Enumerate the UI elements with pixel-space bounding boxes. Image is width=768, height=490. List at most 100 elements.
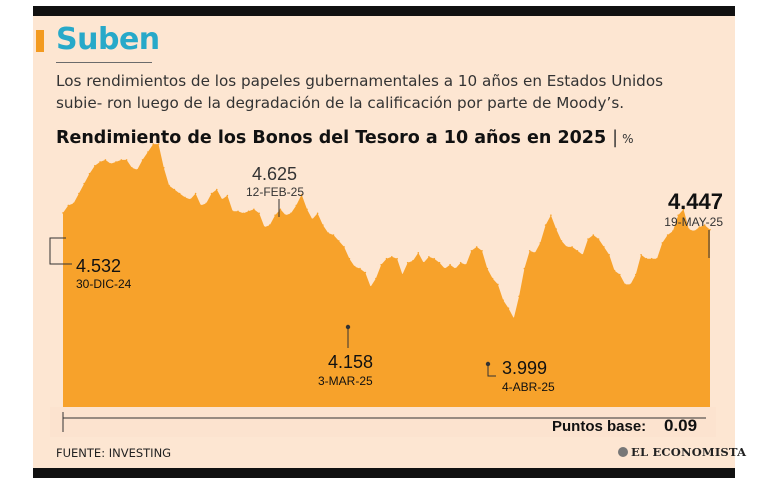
yield-point	[645, 257, 648, 260]
yield-point	[544, 224, 547, 226]
yield-point	[178, 192, 181, 195]
deck-text: Los rendimientos de los papeles gubernam…	[56, 72, 664, 112]
top-border-bar	[33, 6, 735, 16]
yield-point	[396, 257, 398, 260]
yield-point	[528, 250, 531, 252]
yield-point	[693, 230, 695, 232]
chart-unit: %	[622, 132, 634, 146]
yield-point	[189, 198, 192, 201]
yield-point	[550, 214, 552, 216]
yield-point	[147, 151, 149, 153]
yield-point	[703, 224, 706, 226]
yield-point	[486, 267, 489, 270]
yield-point	[274, 214, 276, 216]
yield-point	[534, 252, 536, 254]
apr-leader-line	[487, 364, 496, 377]
yield-point	[120, 159, 123, 161]
bottom-border-bar	[33, 468, 735, 478]
yield-point	[619, 273, 621, 276]
yield-point	[661, 242, 664, 244]
yield-point	[311, 218, 314, 220]
start-leader-line	[49, 237, 72, 265]
yield-point	[109, 163, 112, 165]
yield-point	[78, 192, 80, 195]
yield-point	[168, 184, 170, 187]
yield-point	[104, 159, 107, 161]
yield-point	[571, 246, 573, 248]
yield-point	[491, 277, 494, 280]
yield-point	[470, 250, 473, 252]
yield-point	[672, 230, 674, 232]
yield-point	[295, 204, 298, 207]
yield-point	[635, 273, 637, 276]
yield-point	[369, 286, 372, 288]
yield-point	[173, 188, 176, 191]
yield-point	[263, 226, 266, 228]
basis-points-label: Puntos base:	[552, 418, 646, 435]
source-footer: FUENTE: INVESTING	[56, 446, 172, 460]
yield-point	[539, 242, 542, 244]
yield-point	[205, 202, 207, 205]
yield-point	[385, 257, 388, 260]
logo-mark-icon	[618, 447, 628, 457]
yield-point	[343, 246, 345, 248]
yield-point	[290, 212, 292, 215]
yield-point	[555, 228, 557, 230]
yield-point	[380, 263, 383, 266]
feb-value-label: 4.625	[252, 164, 297, 184]
yield-point	[242, 212, 245, 215]
yield-point	[94, 165, 96, 167]
yield-point	[608, 254, 610, 256]
basis-points-bar	[50, 407, 716, 437]
yield-point	[231, 210, 234, 213]
yield-point	[513, 317, 515, 320]
yield-point	[359, 267, 361, 270]
yield-point	[338, 240, 340, 242]
basis-points-value: 0.09	[664, 416, 697, 435]
yield-point	[216, 188, 218, 191]
start-date-label: 30-DIC-24	[76, 277, 132, 291]
start-value-label: 4.532	[76, 256, 121, 276]
yield-point	[438, 261, 441, 264]
yield-point	[152, 143, 154, 145]
yield-area	[63, 144, 710, 407]
yield-point	[258, 212, 261, 215]
yield-point	[184, 196, 186, 199]
yield-point	[269, 224, 271, 226]
yield-point	[406, 261, 409, 264]
yield-point	[650, 257, 653, 260]
yield-point	[284, 214, 287, 216]
mar-marker	[345, 324, 351, 330]
logo-text: EL ECONOMISTA	[631, 445, 747, 459]
yield-point	[682, 208, 685, 211]
yield-point	[163, 167, 165, 169]
yield-point	[709, 228, 711, 231]
yield-point	[624, 283, 626, 286]
end-value-label: 4.447	[668, 189, 723, 214]
yield-point	[72, 202, 75, 205]
yield-point	[566, 246, 568, 248]
end-date-label: 19-MAY-25	[664, 215, 723, 229]
yield-point	[141, 159, 144, 161]
yield-point	[592, 234, 595, 236]
mar-value-label: 4.158	[328, 352, 373, 372]
yield-point	[88, 172, 91, 175]
yield-point	[221, 198, 223, 201]
yield-point	[62, 212, 64, 214]
yield-point	[253, 208, 255, 211]
yield-point	[523, 267, 526, 270]
yield-point	[666, 234, 669, 236]
yield-point	[433, 257, 436, 260]
yield-point	[83, 182, 85, 185]
yield-point	[603, 246, 605, 248]
yield-point	[157, 143, 160, 145]
yield-point	[348, 257, 351, 260]
apr-marker	[485, 361, 491, 367]
yield-point	[375, 277, 377, 280]
yield-point	[115, 161, 117, 163]
yield-point	[306, 208, 308, 211]
yield-point	[417, 252, 420, 254]
headline-accent-marker	[36, 30, 44, 52]
yield-point	[125, 159, 128, 161]
